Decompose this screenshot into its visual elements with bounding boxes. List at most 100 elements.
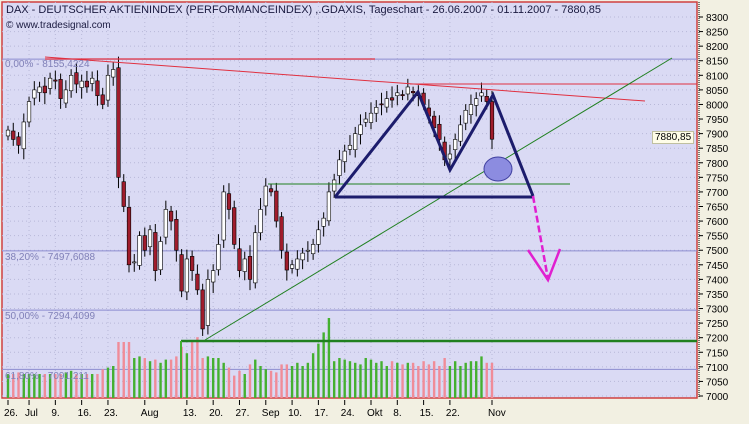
x-tick-label: 24. [341,408,355,419]
candle-body [363,118,368,123]
volume-bar [301,366,304,398]
volume-bar [17,372,20,398]
y-tick-label: 8100 [706,71,729,82]
volume-bar [285,364,289,398]
volume-bar [422,361,425,398]
y-tick-label: 7850 [706,144,729,155]
x-tick-label: 27. [235,408,249,419]
volume-bar [96,374,99,398]
y-tick-label: 7050 [706,377,729,388]
volume-bar [264,369,267,398]
volume-bar [59,374,62,398]
volume-bar [269,370,273,398]
candle-body [268,188,274,193]
candle-body [410,91,416,94]
volume-bar [33,374,36,398]
x-tick-label: 20. [209,408,223,419]
volume-bar [411,362,415,398]
volume-bar [464,362,467,398]
candle-body [137,235,142,266]
chart-title: DAX - DEUTSCHER AKTIENINDEX (PERFORMANCE… [6,4,602,16]
volume-bar [190,340,194,398]
candle-body [458,124,463,142]
volume-bar [327,318,331,398]
candle-body [47,77,53,89]
credit-text: © www.tradesignal.com [6,20,111,31]
fib-label-0: 0,00% - 8155,4224 [5,59,90,70]
volume-bar [211,358,215,398]
x-tick-label: Okt [367,408,383,419]
volume-bar [80,374,83,398]
candle-body [211,270,216,283]
candle-body [479,92,484,97]
volume-bar [38,374,41,398]
candle-body [158,241,163,271]
candle-body [474,98,479,106]
volume-bar [222,362,225,398]
volume-bar [490,362,494,398]
candle-body [37,86,42,93]
volume-bar [101,369,104,398]
volume-bar [133,358,136,398]
volume-bar [43,374,47,398]
candle-body [174,219,179,251]
candle-body [147,229,153,248]
volume-bar [106,367,110,398]
candle-body [258,209,263,234]
volume-bar [175,356,178,398]
y-axis: 8300 8250 8200 8150 8100 8050 8000 7950 7900 7850… [698,2,729,403]
x-tick-label: 15. [420,408,434,419]
volume-bar [206,356,210,398]
volume-bar [27,374,31,398]
candle-body [400,94,405,97]
candle-body [453,139,458,150]
candle-body [284,251,289,271]
volume-bar [217,358,220,398]
candle-body [126,207,132,266]
highlight-ellipse [483,156,513,182]
volume-bar [48,374,52,398]
volume-bar [138,356,141,398]
volume-bar [159,362,162,398]
volume-bar [280,364,283,398]
candle-body [347,144,353,150]
volume-bar [311,353,315,398]
candle-body [116,67,121,178]
candle-body [90,77,95,84]
candle-body [389,97,395,101]
volume-bar [238,370,241,398]
candle-body [132,261,137,264]
candle-body [111,69,116,78]
y-tick-label: 7400 [706,275,729,286]
candle-body [100,94,105,105]
volume-bar [6,374,10,398]
volume-bar [185,353,189,398]
volume-bar [480,356,483,398]
candle-body [253,232,258,284]
volume-bar [475,361,478,398]
candle-body [16,136,21,146]
volume-bar [459,366,462,398]
candle-body [163,209,168,238]
volume-bar [290,366,294,398]
candle-body [79,80,84,88]
volume-bar [390,361,394,398]
annotations [44,56,697,398]
candle-body [63,89,68,104]
y-tick-label: 7100 [706,363,729,374]
y-tick-label: 7150 [706,348,729,359]
candle-body [21,121,26,150]
volume-bar [233,375,236,398]
volume-bar [348,361,352,398]
x-tick-label: 10. [288,408,302,419]
candles [5,56,495,336]
volume-bar [401,364,404,398]
candle-body [179,254,184,292]
y-tick-label: 8200 [706,42,729,53]
candle-body [5,129,11,137]
volume-bar [75,374,78,398]
volume-bar [169,359,173,398]
volume-bar [306,362,310,398]
y-tick-label: 7800 [706,159,729,170]
candle-body [200,289,205,330]
